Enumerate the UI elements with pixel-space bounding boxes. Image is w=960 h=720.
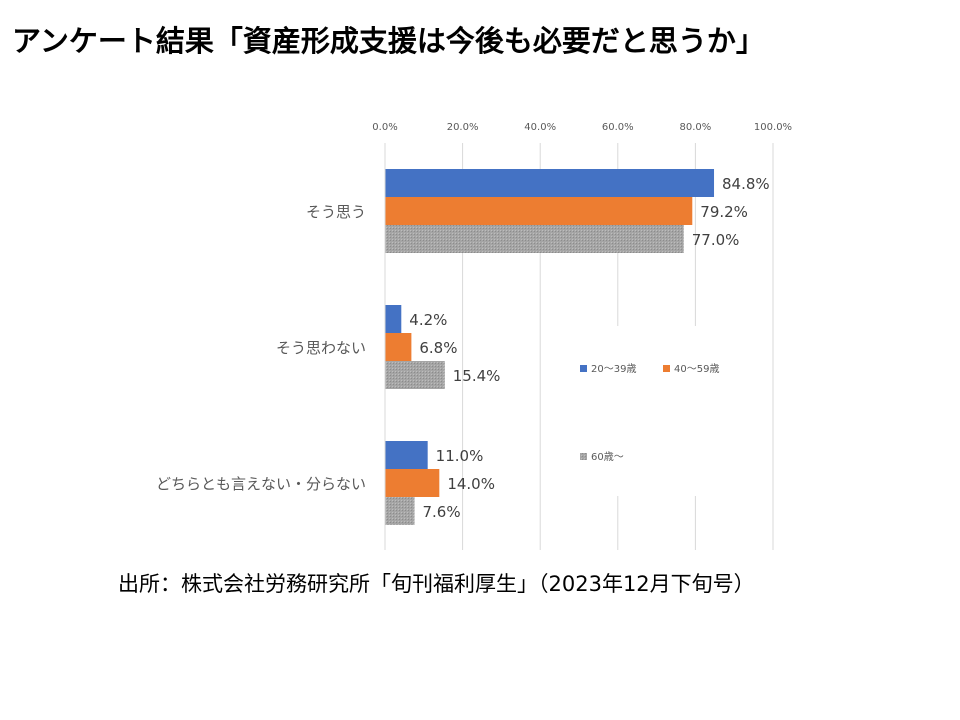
legend-swatch (580, 453, 587, 460)
tick-label: 40.0% (524, 122, 556, 133)
bar (385, 361, 445, 389)
data-label: 6.8% (419, 339, 457, 357)
data-label: 11.0% (436, 447, 484, 465)
bar (385, 333, 412, 361)
data-label: 84.8% (722, 175, 770, 193)
tick-label: 100.0% (754, 122, 792, 133)
bar (385, 497, 415, 525)
tick-label: 60.0% (602, 122, 634, 133)
legend-swatch (580, 365, 587, 372)
legend-label: 60歳〜 (591, 451, 624, 463)
data-label: 79.2% (700, 203, 748, 221)
data-label: 15.4% (453, 367, 501, 385)
data-label: 7.6% (422, 503, 460, 521)
source-note: 出所：株式会社労務研究所「旬刊福利厚生」（2023年12月下旬号） (118, 572, 755, 596)
bar (385, 225, 684, 253)
tick-label: 80.0% (680, 122, 712, 133)
bar (385, 305, 402, 333)
legend-swatch (663, 365, 670, 372)
page-title: アンケート結果「資産形成支援は今後も必要だと思うか」 (12, 24, 765, 58)
data-label: 77.0% (692, 231, 740, 249)
tick-label: 0.0% (372, 122, 397, 133)
tick-label: 20.0% (447, 122, 479, 133)
category-label: そう思う (306, 203, 366, 221)
legend-label: 20〜39歳 (591, 363, 636, 375)
bar (385, 169, 715, 197)
legend-area (566, 326, 732, 496)
legend-label: 40〜59歳 (674, 363, 719, 375)
data-label: 4.2% (409, 311, 447, 329)
category-label: そう思わない (276, 339, 366, 357)
bar (385, 469, 440, 497)
bar (385, 197, 693, 225)
data-label: 14.0% (447, 475, 495, 493)
category-label: どちらとも言えない・分らない (156, 475, 366, 493)
bar (385, 441, 428, 469)
